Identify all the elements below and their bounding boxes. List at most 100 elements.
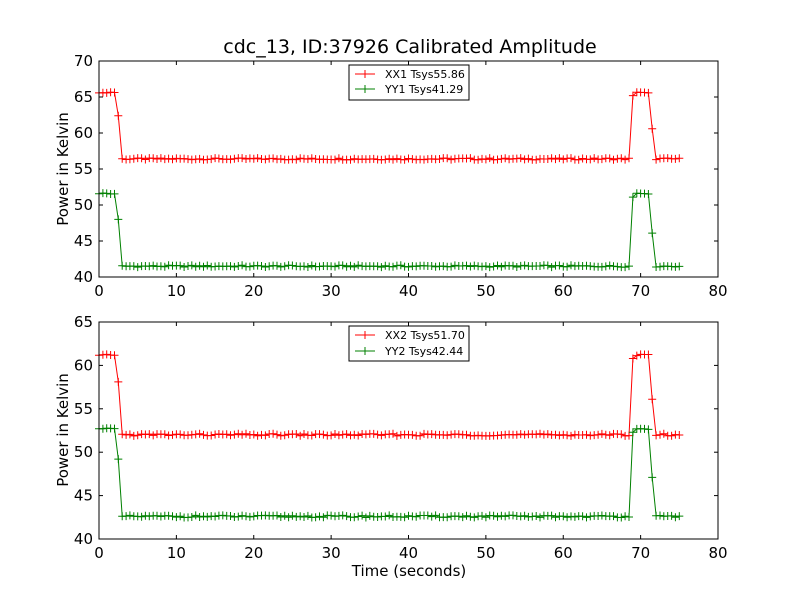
data-point — [303, 155, 312, 164]
data-point — [427, 512, 436, 521]
data-point — [536, 262, 544, 270]
data-point — [663, 154, 672, 163]
data-point — [338, 261, 347, 270]
data-point — [125, 511, 134, 520]
legend-marker-yy1 — [361, 85, 369, 93]
data-point — [234, 429, 243, 438]
data-point — [563, 262, 572, 271]
data-point — [222, 430, 231, 439]
data-point — [625, 431, 633, 440]
data-point — [447, 262, 456, 271]
data-point — [187, 513, 196, 521]
data-point — [509, 261, 517, 270]
data-point — [118, 430, 127, 439]
data-point — [412, 512, 421, 521]
data-point — [280, 431, 289, 440]
data-point — [625, 154, 633, 163]
data-point — [245, 262, 254, 271]
data-point — [474, 155, 483, 164]
data-point — [296, 512, 305, 521]
data-point — [597, 511, 606, 520]
data-point — [656, 430, 664, 439]
data-point — [656, 511, 664, 520]
data-point — [191, 430, 200, 439]
data-point — [114, 111, 123, 120]
data-point — [412, 262, 421, 271]
data-point — [303, 263, 312, 271]
series-group-bottom — [95, 350, 684, 522]
data-point — [346, 155, 355, 164]
data-point — [242, 429, 250, 438]
data-point — [578, 154, 587, 163]
data-point — [303, 511, 312, 520]
data-point — [149, 431, 158, 440]
data-point — [265, 262, 274, 271]
data-point — [168, 512, 177, 521]
data-point — [238, 261, 247, 270]
y-tick-label: 65 — [74, 88, 93, 106]
data-point — [389, 262, 397, 271]
data-point — [497, 154, 506, 163]
data-point — [230, 154, 239, 163]
data-point — [385, 154, 394, 163]
data-point — [512, 263, 521, 271]
data-point — [133, 431, 142, 440]
data-point — [307, 154, 316, 163]
data-point — [230, 262, 239, 271]
data-point — [427, 262, 436, 270]
data-point — [435, 155, 444, 163]
data-point — [381, 155, 390, 164]
data-point — [203, 261, 212, 270]
data-point — [319, 430, 328, 439]
data-point — [652, 431, 661, 440]
data-point — [365, 511, 374, 520]
data-point — [195, 429, 204, 438]
x-tick-label: 40 — [399, 544, 418, 562]
data-point — [543, 430, 552, 439]
data-point — [621, 155, 630, 164]
data-point — [311, 513, 320, 522]
data-point — [567, 261, 575, 270]
data-point — [346, 431, 355, 440]
data-point — [373, 262, 382, 271]
data-point — [276, 431, 285, 440]
ticks-bottom: 0 10 20 30 40 50 60 70 80 40 45 50 55 60 65 — [74, 313, 728, 562]
data-point — [114, 377, 123, 386]
data-point — [644, 190, 653, 198]
data-point — [276, 154, 285, 163]
data-point — [226, 431, 235, 440]
data-point — [145, 430, 154, 439]
data-point — [191, 262, 200, 271]
data-point — [443, 431, 452, 440]
data-point — [497, 262, 506, 271]
legend-top: XX1 Tsys55.86 YY1 Tsys41.29 — [348, 64, 470, 101]
data-point — [249, 430, 258, 439]
data-point — [269, 429, 278, 438]
data-point — [226, 512, 235, 520]
data-point — [211, 512, 220, 521]
legend-label-xx1: XX1 Tsys55.86 — [385, 68, 465, 81]
legend-box-top — [348, 64, 470, 101]
data-point — [199, 430, 208, 439]
data-point — [516, 512, 525, 521]
data-point — [547, 154, 556, 163]
data-point — [288, 511, 297, 520]
data-point — [555, 154, 564, 163]
data-point — [520, 155, 529, 164]
data-point — [648, 473, 657, 482]
data-point — [667, 511, 676, 520]
data-point — [203, 512, 212, 521]
data-point — [214, 154, 223, 163]
data-point — [489, 511, 498, 520]
data-point — [543, 155, 552, 163]
data-point — [102, 350, 111, 359]
data-point — [617, 513, 626, 522]
data-point — [555, 431, 564, 440]
data-point — [110, 189, 119, 198]
x-tick-label: 50 — [476, 544, 495, 562]
data-point — [462, 430, 471, 439]
y-tick-label: 55 — [74, 160, 93, 178]
data-point — [420, 429, 428, 438]
data-point — [497, 511, 506, 520]
data-point — [156, 512, 165, 521]
